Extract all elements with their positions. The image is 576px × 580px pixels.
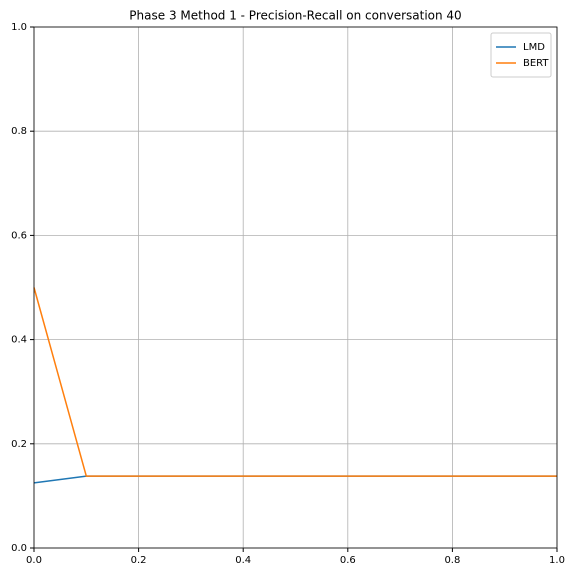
y-tick-label: 0.2 — [11, 439, 27, 450]
y-tick-label: 0.0 — [11, 543, 27, 554]
x-tick-label: 0.4 — [235, 555, 251, 566]
line — [33, 287, 557, 477]
chart-title: Phase 3 Method 1 - Precision-Recall on c… — [129, 9, 461, 23]
x-tick-label: 1.0 — [549, 555, 565, 566]
x-tick-label: 0.2 — [131, 555, 147, 566]
legend-label: LMD — [523, 42, 545, 53]
y-tick-label: 0.8 — [11, 126, 27, 137]
legend-label: BERT — [523, 58, 549, 69]
y-tick-label: 0.4 — [11, 335, 27, 346]
y-tick-label: 1.0 — [11, 22, 27, 33]
x-tick-label: 0.0 — [26, 555, 42, 566]
x-tick-label: 0.6 — [340, 555, 356, 566]
y-tick-label: 0.6 — [11, 230, 27, 241]
x-tick-label: 0.8 — [444, 555, 460, 566]
legend-box — [490, 32, 552, 78]
plot-frame — [33, 26, 558, 549]
